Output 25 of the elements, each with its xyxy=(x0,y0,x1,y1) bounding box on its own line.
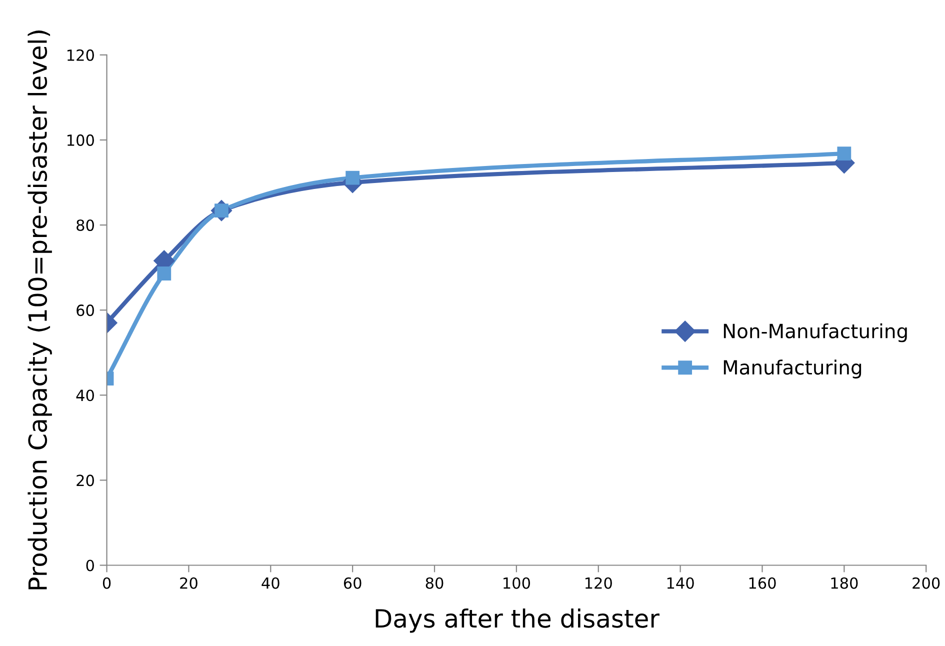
y-tick-label: 80 xyxy=(76,219,94,232)
y-tick-label: 0 xyxy=(86,560,94,572)
x-tick-label: 60 xyxy=(344,577,362,589)
y-tick-label: 40 xyxy=(76,390,94,402)
point xyxy=(346,170,360,185)
y-tick-label: 100 xyxy=(67,134,94,146)
x-tick-label: 180 xyxy=(831,577,858,589)
y-axis-title: Production Capacity (100=pre-disaster level) xyxy=(28,30,52,590)
x-tick-label: 20 xyxy=(180,577,198,589)
x-tick-label: 40 xyxy=(262,577,280,589)
x-tick-label: 160 xyxy=(749,577,776,589)
point xyxy=(157,266,172,280)
x-axis-title: Days after the disaster xyxy=(376,608,660,633)
x-tick-label: 100 xyxy=(504,577,530,589)
y-tick-label: 20 xyxy=(76,474,94,486)
point xyxy=(837,146,852,161)
y-tick-label: 120 xyxy=(67,49,94,61)
x-tick-label: 200 xyxy=(912,577,940,589)
x-tick-label: 0 xyxy=(102,577,111,589)
x-tick-label: 80 xyxy=(426,577,444,589)
legend-label: Manufacturing xyxy=(724,360,862,378)
legend-label: Non-Manufacturing xyxy=(724,323,907,342)
x-tick-label: 120 xyxy=(585,577,612,589)
y-tick-label: 60 xyxy=(76,304,94,316)
x-tick-label: 140 xyxy=(667,577,694,589)
